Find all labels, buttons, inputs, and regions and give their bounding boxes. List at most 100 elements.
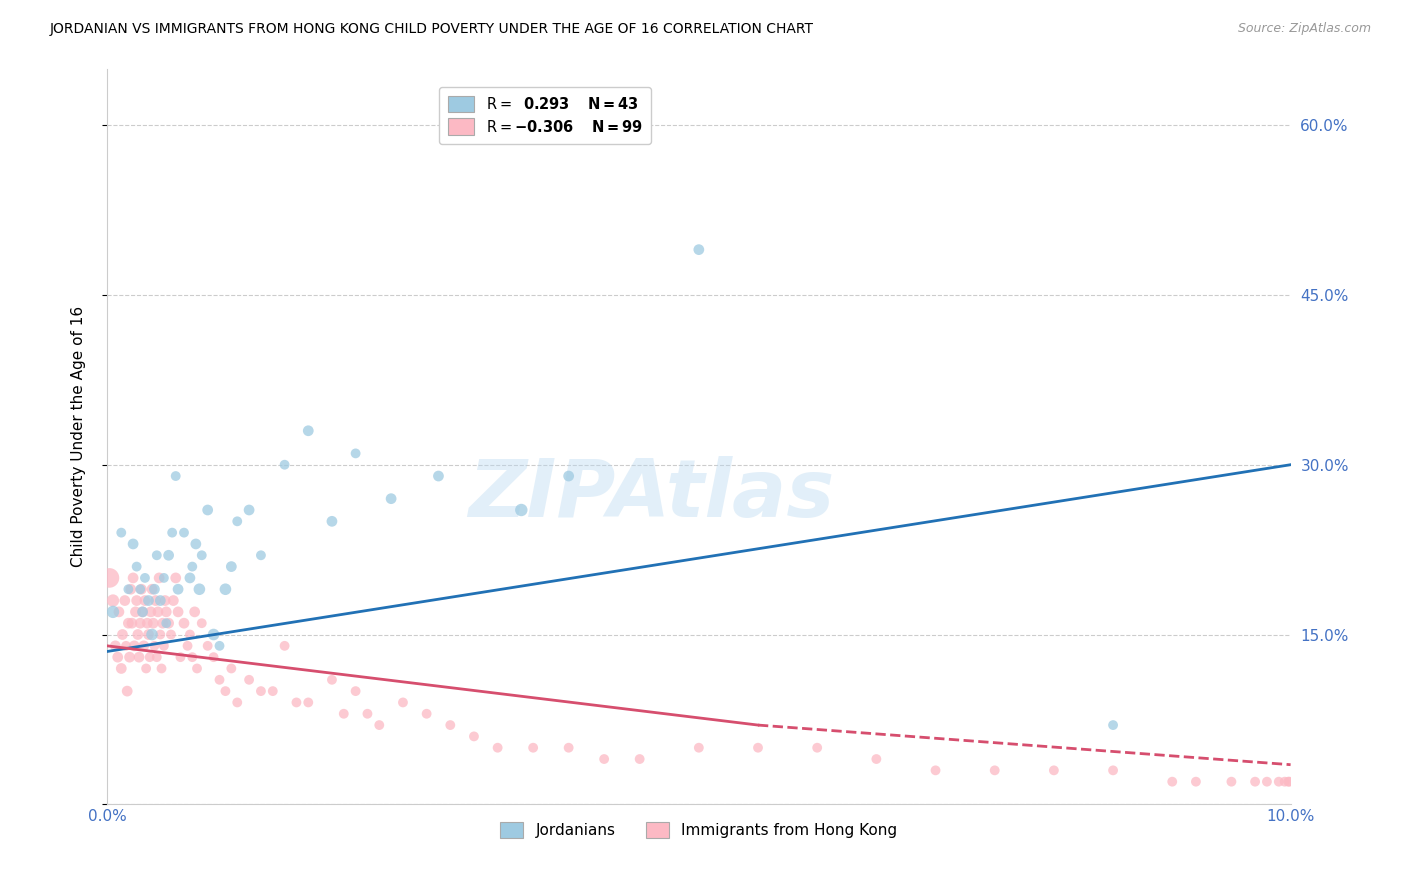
Point: [181, 559, 204, 574]
Point: [297, 695, 319, 709]
Point: [557, 740, 579, 755]
Point: [297, 424, 319, 438]
Point: [98, 571, 121, 585]
Point: [104, 639, 127, 653]
Point: [688, 243, 710, 257]
Point: [179, 627, 201, 641]
Point: [250, 549, 273, 563]
Point: [173, 525, 195, 540]
Point: [169, 650, 191, 665]
Point: [121, 616, 143, 631]
Point: [167, 582, 190, 597]
Point: [522, 740, 544, 755]
Point: [124, 639, 146, 653]
Point: [165, 469, 187, 483]
Point: [146, 605, 169, 619]
Point: [392, 695, 415, 709]
Point: [190, 616, 212, 631]
Point: [486, 740, 509, 755]
Point: [1278, 774, 1301, 789]
Point: [183, 605, 205, 619]
Point: [628, 752, 651, 766]
Point: [557, 469, 579, 483]
Point: [1268, 774, 1291, 789]
Point: [157, 616, 180, 631]
Point: [157, 549, 180, 563]
Point: [153, 593, 176, 607]
Point: [176, 639, 198, 653]
Legend: Jordanians, Immigrants from Hong Kong: Jordanians, Immigrants from Hong Kong: [495, 816, 904, 845]
Point: [250, 684, 273, 698]
Point: [1274, 774, 1296, 789]
Point: [114, 593, 136, 607]
Point: [208, 673, 231, 687]
Point: [141, 627, 163, 641]
Point: [146, 549, 169, 563]
Point: [101, 605, 124, 619]
Point: [181, 650, 204, 665]
Point: [983, 764, 1005, 778]
Point: [138, 593, 160, 607]
Point: [1244, 774, 1267, 789]
Point: [197, 503, 219, 517]
Point: [1043, 764, 1066, 778]
Point: [238, 673, 260, 687]
Point: [117, 616, 139, 631]
Point: [131, 582, 153, 597]
Point: [202, 650, 225, 665]
Point: [120, 582, 142, 597]
Point: [333, 706, 356, 721]
Point: [127, 627, 149, 641]
Point: [273, 458, 295, 472]
Point: [160, 525, 183, 540]
Point: [155, 616, 177, 631]
Point: [1185, 774, 1208, 789]
Point: [214, 684, 236, 698]
Point: [415, 706, 437, 721]
Point: [165, 571, 187, 585]
Point: [150, 661, 173, 675]
Point: [197, 639, 219, 653]
Point: [368, 718, 391, 732]
Point: [139, 605, 162, 619]
Point: [1220, 774, 1243, 789]
Point: [202, 627, 225, 641]
Point: [924, 764, 946, 778]
Point: [148, 571, 170, 585]
Point: [152, 616, 174, 631]
Text: JORDANIAN VS IMMIGRANTS FROM HONG KONG CHILD POVERTY UNDER THE AGE OF 16 CORRELA: JORDANIAN VS IMMIGRANTS FROM HONG KONG C…: [49, 22, 813, 37]
Point: [427, 469, 450, 483]
Point: [344, 446, 367, 460]
Point: [146, 650, 169, 665]
Point: [160, 627, 183, 641]
Point: [1161, 774, 1184, 789]
Point: [439, 718, 461, 732]
Point: [747, 740, 769, 755]
Point: [142, 616, 165, 631]
Point: [380, 491, 402, 506]
Point: [145, 593, 167, 607]
Point: [136, 616, 159, 631]
Point: [221, 559, 243, 574]
Point: [143, 582, 166, 597]
Point: [153, 571, 176, 585]
Point: [806, 740, 828, 755]
Point: [138, 627, 160, 641]
Point: [111, 627, 134, 641]
Point: [285, 695, 308, 709]
Point: [344, 684, 367, 698]
Point: [143, 639, 166, 653]
Point: [226, 695, 249, 709]
Point: [122, 537, 145, 551]
Point: [115, 684, 138, 698]
Point: [118, 650, 141, 665]
Point: [129, 582, 152, 597]
Point: [190, 549, 212, 563]
Point: [125, 559, 148, 574]
Point: [262, 684, 284, 698]
Point: [273, 639, 295, 653]
Point: [188, 582, 211, 597]
Point: [184, 537, 207, 551]
Text: Source: ZipAtlas.com: Source: ZipAtlas.com: [1237, 22, 1371, 36]
Point: [463, 730, 485, 744]
